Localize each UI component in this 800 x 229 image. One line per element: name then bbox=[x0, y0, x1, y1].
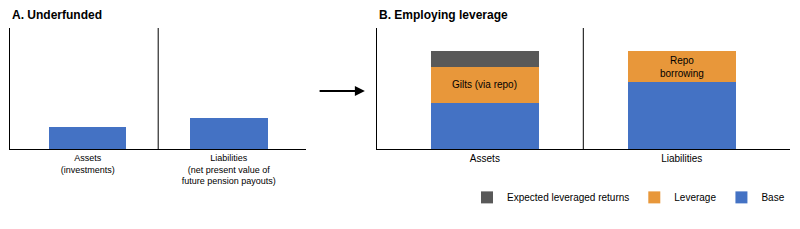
svg-text:Base: Base bbox=[761, 192, 784, 203]
svg-text:Assets: Assets bbox=[470, 153, 500, 164]
svg-text:B. Employing leverage: B. Employing leverage bbox=[379, 8, 508, 22]
svg-text:Leverage: Leverage bbox=[674, 192, 716, 203]
svg-text:Liabilities(net present value: Liabilities(net present value offuture p… bbox=[182, 153, 276, 186]
svg-text:A. Underfunded: A. Underfunded bbox=[12, 8, 102, 22]
svg-text:Liabilities: Liabilities bbox=[661, 153, 702, 164]
svg-text:Expected leveraged returns: Expected leveraged returns bbox=[507, 192, 629, 203]
svg-text:Assets(investments): Assets(investments) bbox=[61, 153, 115, 175]
svg-text:Repoborrowing: Repoborrowing bbox=[660, 55, 704, 79]
svg-text:Gilts (via repo): Gilts (via repo) bbox=[452, 79, 517, 90]
